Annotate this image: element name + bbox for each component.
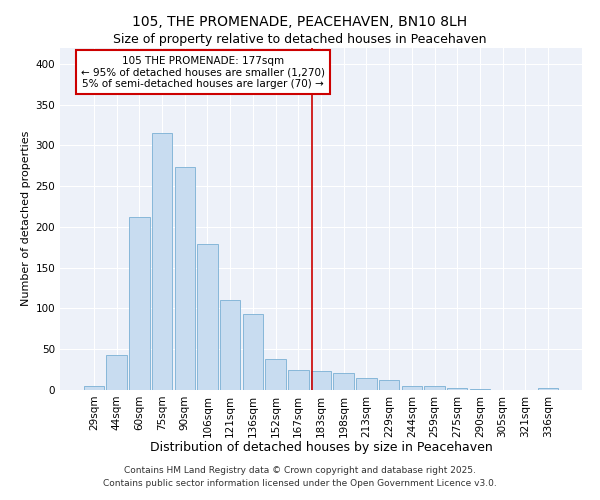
Bar [242,314,263,390]
Bar [470,389,490,390]
Text: Size of property relative to detached houses in Peacehaven: Size of property relative to detached ho… [113,32,487,46]
Bar [265,359,286,390]
Bar [356,378,377,390]
Y-axis label: Number of detached properties: Number of detached properties [21,131,31,306]
Bar [84,386,104,390]
Bar [175,168,195,390]
Bar [106,355,127,390]
Text: 105 THE PROMENADE: 177sqm
← 95% of detached houses are smaller (1,270)
5% of sem: 105 THE PROMENADE: 177sqm ← 95% of detac… [81,56,325,89]
Bar [401,386,422,390]
Bar [379,380,400,390]
Bar [447,388,467,390]
X-axis label: Distribution of detached houses by size in Peacehaven: Distribution of detached houses by size … [149,441,493,454]
Bar [288,370,308,390]
Bar [311,371,331,390]
Bar [129,217,149,390]
Bar [220,300,241,390]
Bar [334,373,354,390]
Bar [424,386,445,390]
Bar [197,244,218,390]
Bar [538,388,558,390]
Text: Contains HM Land Registry data © Crown copyright and database right 2025.
Contai: Contains HM Land Registry data © Crown c… [103,466,497,487]
Text: 105, THE PROMENADE, PEACEHAVEN, BN10 8LH: 105, THE PROMENADE, PEACEHAVEN, BN10 8LH [133,15,467,29]
Bar [152,133,172,390]
